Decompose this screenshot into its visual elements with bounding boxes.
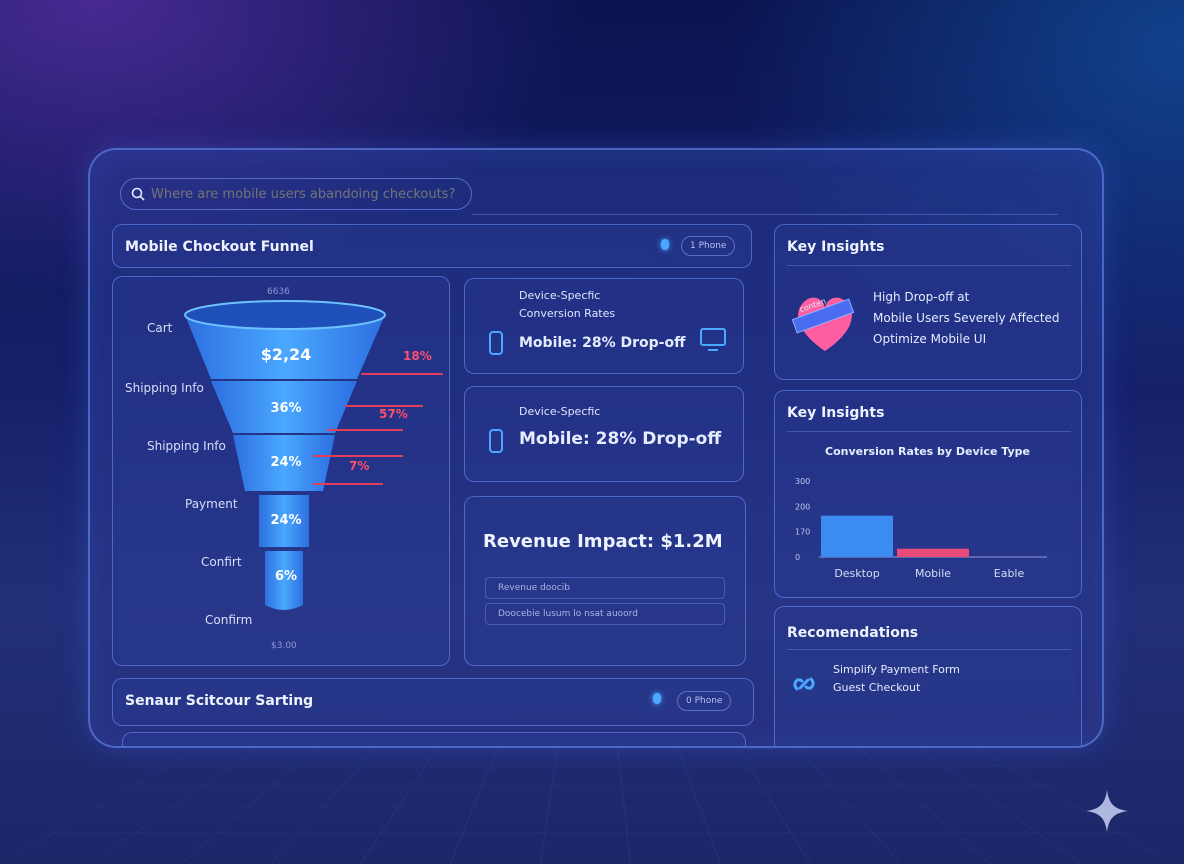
funnel-stage-payment: [259, 495, 309, 547]
stage-label-shipping-2: Shipping Info: [147, 439, 226, 453]
funnel-bottom-value: $3.00: [271, 641, 297, 651]
phone-icon-2: [653, 693, 661, 704]
insight-line-2: Mobile Users Severely Affected: [873, 311, 1060, 325]
sparkle-icon: [1086, 790, 1128, 832]
drop-line-payment: [313, 455, 403, 457]
stage-value-cart: $2,24: [260, 345, 312, 364]
search-underline: [472, 214, 1058, 215]
x-category-label: Mobile: [915, 567, 951, 580]
stage-label-confirm: Confirm: [205, 613, 253, 627]
key-insights-2-title: Key Insights: [787, 405, 885, 421]
drop-line-shipping: [345, 405, 423, 407]
bottom-panel: Senaur Scitcour Sarting 0 Phone: [112, 678, 754, 726]
bottom-subpanel: [122, 732, 746, 746]
funnel-stage-confirt: [265, 551, 303, 610]
y-tick-label: 0: [795, 553, 800, 562]
dashboard-window: Mobile Chockout Funnel 1 Phone 6636 Cart…: [88, 148, 1104, 748]
x-category-label: Eable: [994, 567, 1025, 580]
revenue-row-1[interactable]: Revenue doocib: [485, 577, 725, 599]
chart-title: Conversion Rates by Device Type: [825, 445, 1030, 458]
bar-mobile: [897, 548, 969, 557]
device-filter-chip[interactable]: 1 Phone: [681, 236, 736, 256]
stage-value-shipping-2: 24%: [270, 455, 302, 470]
stage-label-payment: Payment: [185, 497, 238, 511]
stage-value-payment: 24%: [270, 513, 302, 528]
drop-cart: 18%: [403, 349, 432, 363]
drop-shipping-2: 7%: [349, 459, 370, 473]
link-icon: [793, 677, 815, 691]
device-card-dropoff: Device-Specfic Mobile: 28% Drop-off: [464, 386, 744, 482]
conversion-bar-chart: 300 200 170 0 Desktop Mobile Eable: [775, 391, 1083, 599]
insights-divider: [787, 265, 1071, 266]
funnel-header: Mobile Chockout Funnel 1 Phone: [112, 224, 752, 268]
funnel-stage-cart: [185, 315, 385, 379]
funnel-stage-shipping-2: [233, 435, 335, 491]
recommendations-panel: Recomendations Simplify Payment Form Gue…: [774, 606, 1082, 746]
insights-2-divider: [787, 431, 1071, 432]
recommendations-title: Recomendations: [787, 625, 919, 641]
funnel-top-rim: [184, 300, 386, 330]
bar-desktop: [821, 515, 893, 557]
y-tick-label: 200: [795, 502, 810, 511]
drop-line-shipping-2: [327, 429, 403, 431]
mobile-dropoff-stat: Mobile: 28% Drop-off: [519, 335, 686, 351]
insight-line-1: High Drop-off at: [873, 290, 970, 304]
y-tick-label: 300: [795, 477, 810, 486]
revenue-impact-card: Revenue Impact: $1.2M Revenue doocib Doo…: [464, 496, 746, 666]
bottom-panel-title: Senaur Scitcour Sarting: [125, 693, 314, 709]
device-card-conversion: Device-Specfic Conversion Rates Mobile: …: [464, 278, 744, 374]
recommendation-1: Simplify Payment Form: [833, 663, 960, 676]
device-card-2-title: Device-Specfic: [519, 405, 601, 418]
mobile-dropoff-stat-2: Mobile: 28% Drop-off: [519, 429, 722, 449]
search-bar[interactable]: [120, 178, 472, 210]
device-card-title-2: Conversion Rates: [519, 307, 616, 320]
recommendation-2: Guest Checkout: [833, 681, 921, 694]
stage-label-cart: Cart: [147, 321, 173, 335]
device-card-title-1: Device-Specfic: [519, 289, 601, 302]
heart-alert-icon: [791, 297, 855, 351]
bottom-device-chip[interactable]: 0 Phone: [677, 691, 732, 711]
bar-chart-svg: 300 200 170 0 Desktop Mobile Eable: [795, 477, 1047, 580]
funnel-title: Mobile Chockout Funnel: [125, 239, 314, 255]
background-grid-floor: [0, 748, 1184, 864]
insight-line-3: Optimize Mobile UI: [873, 332, 987, 346]
y-tick-label: 170: [795, 528, 810, 537]
recommendations-divider: [787, 649, 1071, 650]
mobile-phone-icon: [489, 331, 503, 355]
stage-label-shipping: Shipping Info: [125, 381, 204, 395]
mobile-phone-icon-2: [489, 429, 503, 453]
drop-line-cart: [361, 373, 443, 375]
stage-value-shipping: 36%: [270, 401, 302, 416]
search-icon: [131, 187, 145, 201]
drop-shipping: 57%: [379, 407, 408, 421]
drop-line-confirt: [313, 483, 383, 485]
stage-value-confirt: 6%: [274, 569, 298, 584]
phone-icon: [661, 239, 669, 250]
funnel-graphic: [184, 300, 386, 610]
stage-label-confirt: Confirt: [201, 555, 242, 569]
desktop-monitor-icon: [700, 328, 726, 351]
key-insights-panel: Key Insights conten High Drop-off at Mob…: [774, 224, 1082, 380]
search-input[interactable]: [151, 186, 471, 202]
key-insights-title: Key Insights: [787, 239, 885, 255]
funnel-top-value: 6636: [267, 287, 290, 297]
x-category-label: Desktop: [834, 567, 879, 580]
revenue-row-2[interactable]: Doocebie lusum lo nsat auoord: [485, 603, 725, 625]
funnel-chart-panel: 6636 Cart Shipping Info Shipping Info Pa…: [112, 276, 450, 666]
key-insights-chart-panel: Key Insights Conversion Rates by Device …: [774, 390, 1082, 598]
revenue-impact-title: Revenue Impact: $1.2M: [483, 531, 723, 552]
funnel-stage-shipping: [211, 381, 357, 433]
